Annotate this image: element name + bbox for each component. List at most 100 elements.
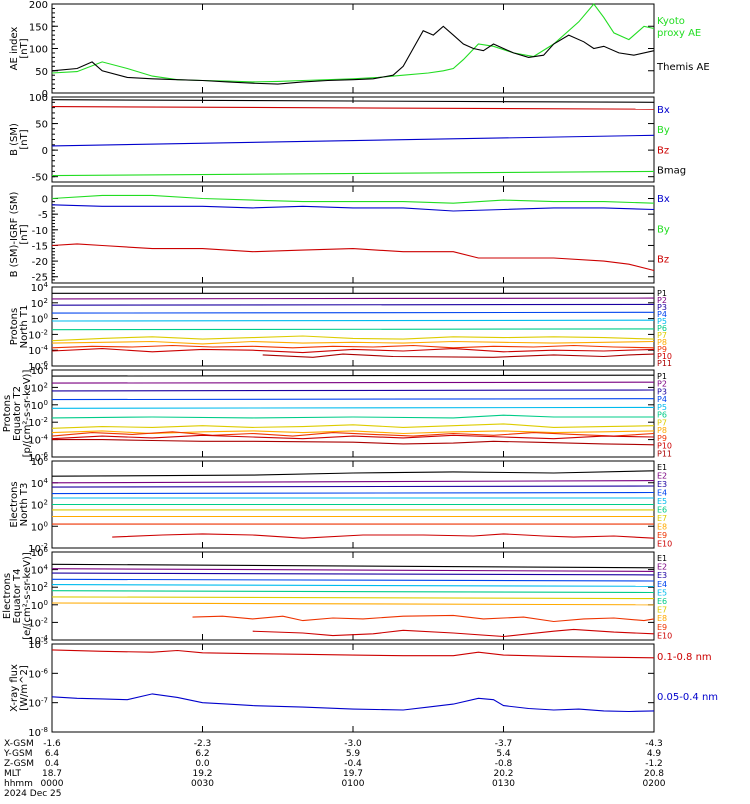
panel-4-ytick-label: 10-4 — [28, 344, 48, 357]
panel-5-ytick-label: 10-2 — [28, 416, 48, 429]
panel-7-series-10 — [252, 628, 655, 638]
panel-1-ylabel: [nT] — [19, 38, 30, 58]
panel-4-ytick-label: 102 — [31, 297, 48, 310]
ephemeris-value: 5.4 — [496, 749, 511, 759]
panel-4-legend-5: P5 — [657, 317, 667, 326]
panel-2-legend-1: Bx — [657, 105, 670, 116]
panel-6-ytick-label: 104 — [31, 477, 49, 490]
panel-4-series-3 — [51, 303, 655, 306]
ephemeris-value: 4.9 — [647, 749, 662, 759]
panel-6-ytick-label: 10-2 — [28, 542, 48, 555]
panel-8-ylabel: [W/m^2] — [19, 665, 30, 711]
panel-7-ytick-label: 106 — [31, 546, 49, 559]
panel-1-ytick-label: 150 — [29, 22, 48, 33]
panel-7-legend-7: E7 — [657, 606, 667, 615]
panel-2-ytick-label: 100 — [29, 93, 48, 104]
panel-5-legend-5: P5 — [657, 403, 667, 412]
panel-5-series-1 — [51, 374, 655, 377]
panel-4-series-11 — [262, 353, 655, 358]
panel-7-series-8 — [51, 602, 655, 606]
ephemeris-row-label: X-GSM — [4, 739, 34, 749]
panel-1-legend-2: proxy AE — [657, 28, 701, 39]
date-label: 2024 Dec 25 — [4, 789, 62, 799]
panel-3-series-3 — [51, 243, 655, 272]
panel-6-legend-7: E7 — [657, 514, 667, 523]
panel-8-ytick-label: 10-5 — [28, 638, 48, 651]
panel-6-ylabel: North T3 — [19, 483, 30, 527]
panel-4-ylabel: North T1 — [19, 305, 30, 349]
panel-4-series-7 — [51, 335, 655, 342]
ephemeris-value: 0200 — [643, 779, 666, 789]
panel-5-series-6 — [51, 414, 654, 419]
panel-4-legend-1: P1 — [657, 289, 667, 298]
panel-6-series-2 — [51, 480, 655, 484]
panel-3-ylabel: B (SM)-IGRF (SM) — [9, 192, 20, 278]
panel-6-legend-3: E3 — [657, 480, 667, 489]
panel-8-legend-1: 0.1-0.8 nm — [657, 652, 712, 663]
panel-6-legend-2: E2 — [657, 472, 667, 481]
panel-5-legend-7: P7 — [657, 418, 667, 427]
panel-3-series-2 — [51, 204, 655, 212]
panel-3-ytick-label: -5 — [38, 210, 48, 221]
panel-2-frame — [51, 96, 655, 183]
panel-5-ylabel: Protons — [2, 395, 13, 432]
panel-7-legend-10: E10 — [657, 631, 672, 640]
panel-7-ytick-label: 10-4 — [28, 634, 48, 647]
panel-6-ylabel: Electrons — [9, 481, 20, 527]
panel-4-series-5 — [51, 319, 655, 322]
panel-5-series-11 — [52, 439, 655, 446]
panel-7-ylabel: [e/(cm²-s-sr-keV)] — [22, 552, 33, 640]
panel-3-legend-2: By — [657, 224, 670, 235]
panel-2-legend-2: By — [657, 125, 670, 136]
panel-4-ytick-label: 10-6 — [28, 360, 48, 373]
panel-7-ylabel: Electrons — [2, 573, 13, 619]
panel-2-ytick-label: 50 — [35, 120, 48, 131]
panel-8-ytick-label: 10-8 — [28, 726, 48, 739]
ephemeris-value: -1.6 — [43, 739, 61, 749]
panel-5-legend-2: P2 — [657, 380, 667, 389]
panel-6-ytick-label: 102 — [31, 499, 48, 512]
panel-6-ytick-label: 106 — [31, 455, 49, 468]
panel-8-ylabel: X-ray flux — [9, 664, 20, 712]
ephemeris-value: 0130 — [492, 779, 515, 789]
panel-5-series-7 — [51, 423, 655, 429]
panel-7-ytick-label: 104 — [31, 564, 49, 577]
panel-5-legend-3: P3 — [657, 387, 667, 396]
panel-4-legend-8: P8 — [657, 338, 667, 347]
panel-3-ytick-label: 0 — [42, 195, 48, 206]
panel-2-ytick-label: 0 — [42, 146, 48, 157]
panel-1-ytick-label: 50 — [35, 67, 48, 78]
ephemeris-value: 20.2 — [493, 769, 513, 779]
panel-7-series-7 — [51, 596, 655, 600]
panel-4-legend-7: P7 — [657, 331, 667, 340]
panel-1-legend-1: Kyoto — [657, 16, 685, 27]
panel-7-series-6 — [51, 590, 655, 594]
ephemeris-value: 5.9 — [346, 749, 361, 759]
panel-4-ytick-label: 104 — [31, 281, 49, 294]
panel-2-series-1 — [51, 99, 655, 103]
panel-6-legend-4: E4 — [657, 489, 667, 498]
panel-4-legend-2: P2 — [657, 296, 667, 305]
panel-5-series-9 — [51, 431, 655, 437]
panel-2-series-4 — [51, 170, 655, 177]
panel-4-legend-11: P11 — [657, 359, 672, 368]
panel-8-ytick-label: 10-7 — [28, 697, 48, 710]
panel-6-legend-5: E5 — [657, 497, 667, 506]
panel-7-legend-2: E2 — [657, 563, 667, 572]
panel-5-series-10 — [51, 434, 655, 440]
panel-5-series-4 — [51, 398, 655, 401]
panel-2-ytick-label: -50 — [32, 173, 48, 184]
panel-3-frame — [51, 185, 655, 284]
panel-6-legend-1: E1 — [657, 463, 667, 472]
panel-6-legend-10: E10 — [657, 540, 672, 549]
panel-1-legend-3: Themis AE — [656, 62, 710, 73]
panel-1-ylabel: AE index — [9, 27, 20, 71]
ephemeris-value: -1.2 — [645, 759, 663, 769]
panel-5-ytick-label: 100 — [31, 399, 48, 412]
panel-4-series-6 — [51, 328, 655, 331]
panel-6-series-1 — [51, 470, 655, 477]
panel-8-legend-2: 0.05-0.4 nm — [657, 692, 718, 703]
panel-7-ytick-label: 100 — [31, 599, 48, 612]
